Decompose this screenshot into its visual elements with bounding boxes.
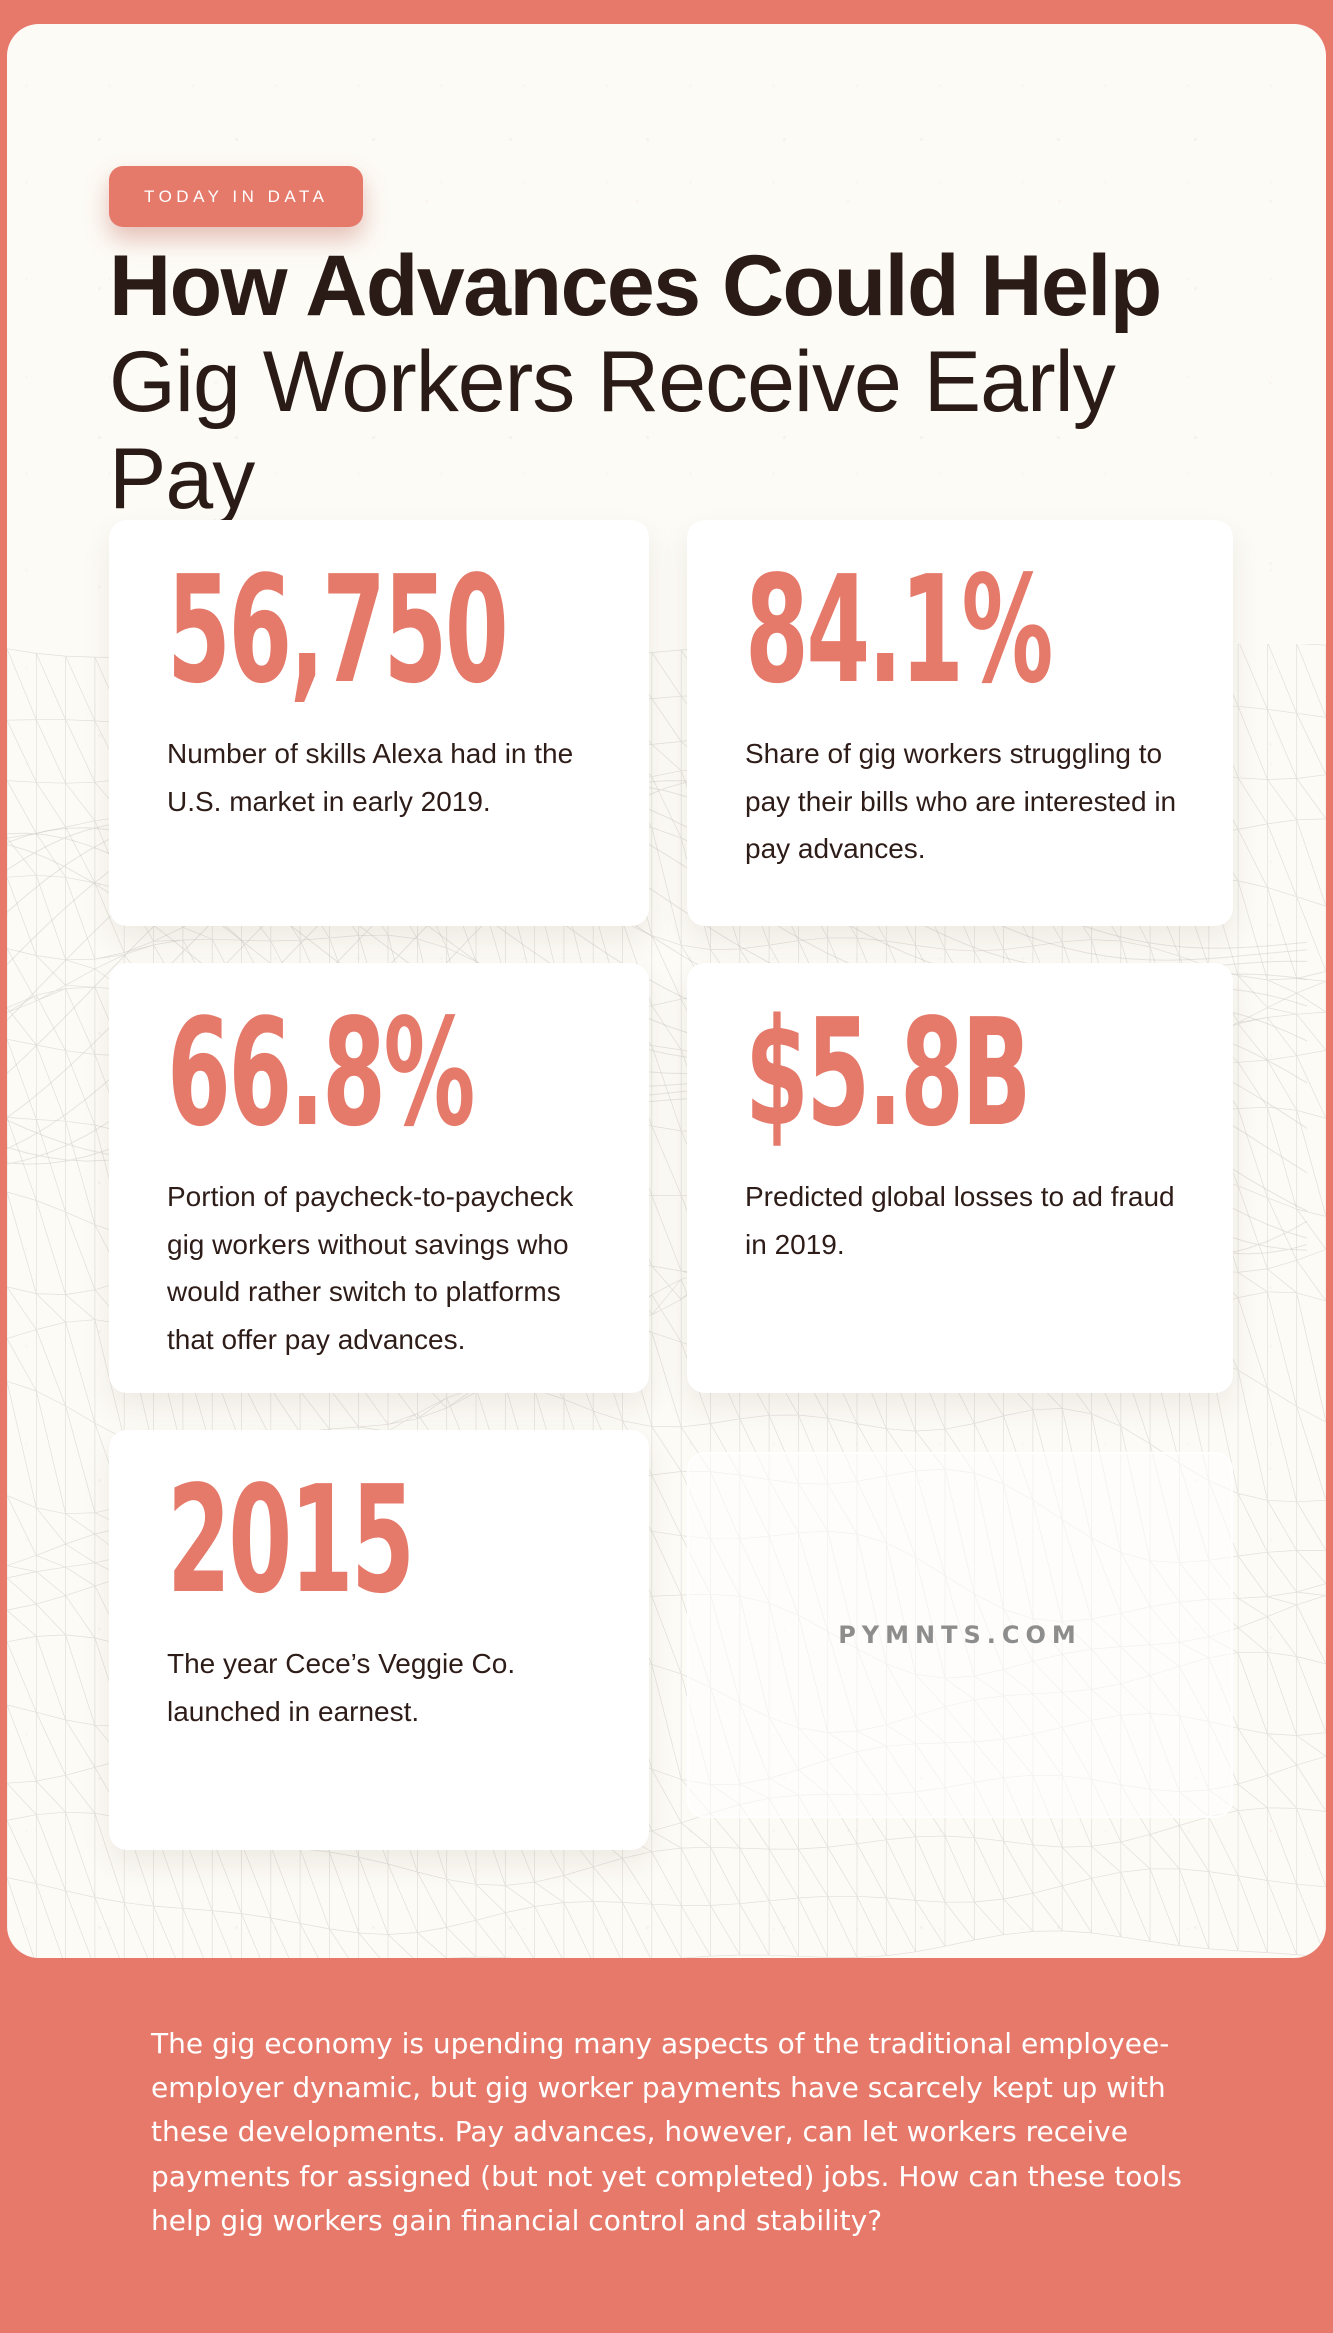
badge-label: TODAY IN DATA [144, 187, 329, 206]
stat-value-text: 2015 [167, 1454, 415, 1626]
stat-description: Portion of paycheck-to-paycheck gig work… [167, 1181, 574, 1355]
stat-value-text: 84.1% [745, 544, 1053, 716]
pymnts-watermark-card: PYMNTS.COM [687, 1452, 1233, 1818]
badge-container: TODAY IN DATA [109, 166, 364, 227]
page-title: How Advances Could Help Gig Workers Recei… [109, 238, 1234, 527]
stat-card-alexa-skills: 56,750 Number of skills Alexa had in the… [109, 520, 649, 926]
stat-description: Share of gig workers struggling to pay t… [745, 738, 1177, 865]
content-panel: TODAY IN DATA How Advances Could Help Gig… [7, 24, 1326, 1958]
stat-value: 2015 [167, 1466, 597, 1616]
stat-card-ad-fraud: $5.8B Predicted global losses to ad frau… [687, 963, 1233, 1393]
page-title-light: Gig Workers Receive Early Pay [109, 334, 1116, 527]
stat-description: The year Cece’s Veggie Co. launched in e… [167, 1648, 516, 1727]
stats-grid: 56,750 Number of skills Alexa had in the… [109, 520, 1233, 1850]
footer-paragraph: The gig economy is upending many aspects… [151, 2027, 1182, 2237]
stat-card-veggie-co: 2015 The year Cece’s Veggie Co. launched… [109, 1430, 649, 1850]
stat-value: 66.8% [167, 999, 597, 1149]
stat-value-text: $5.8B [745, 987, 1031, 1159]
stat-value: 56,750 [167, 556, 597, 706]
today-in-data-badge: TODAY IN DATA [109, 166, 364, 227]
stat-card-platform-switch: 66.8% Portion of paycheck-to-paycheck gi… [109, 963, 649, 1393]
stat-description: Number of skills Alexa had in the U.S. m… [167, 738, 574, 817]
stat-value: $5.8B [745, 999, 1181, 1149]
stat-value-text: 66.8% [167, 987, 475, 1159]
stat-description: Predicted global losses to ad fraud in 2… [745, 1181, 1175, 1260]
pymnts-logo-text: PYMNTS.COM [838, 1621, 1082, 1649]
stat-value-text: 56,750 [167, 544, 509, 716]
page-title-bold: How Advances Could Help [109, 238, 1162, 334]
stat-card-pay-advance-interest: 84.1% Share of gig workers struggling to… [687, 520, 1233, 926]
stat-value: 84.1% [745, 556, 1181, 706]
